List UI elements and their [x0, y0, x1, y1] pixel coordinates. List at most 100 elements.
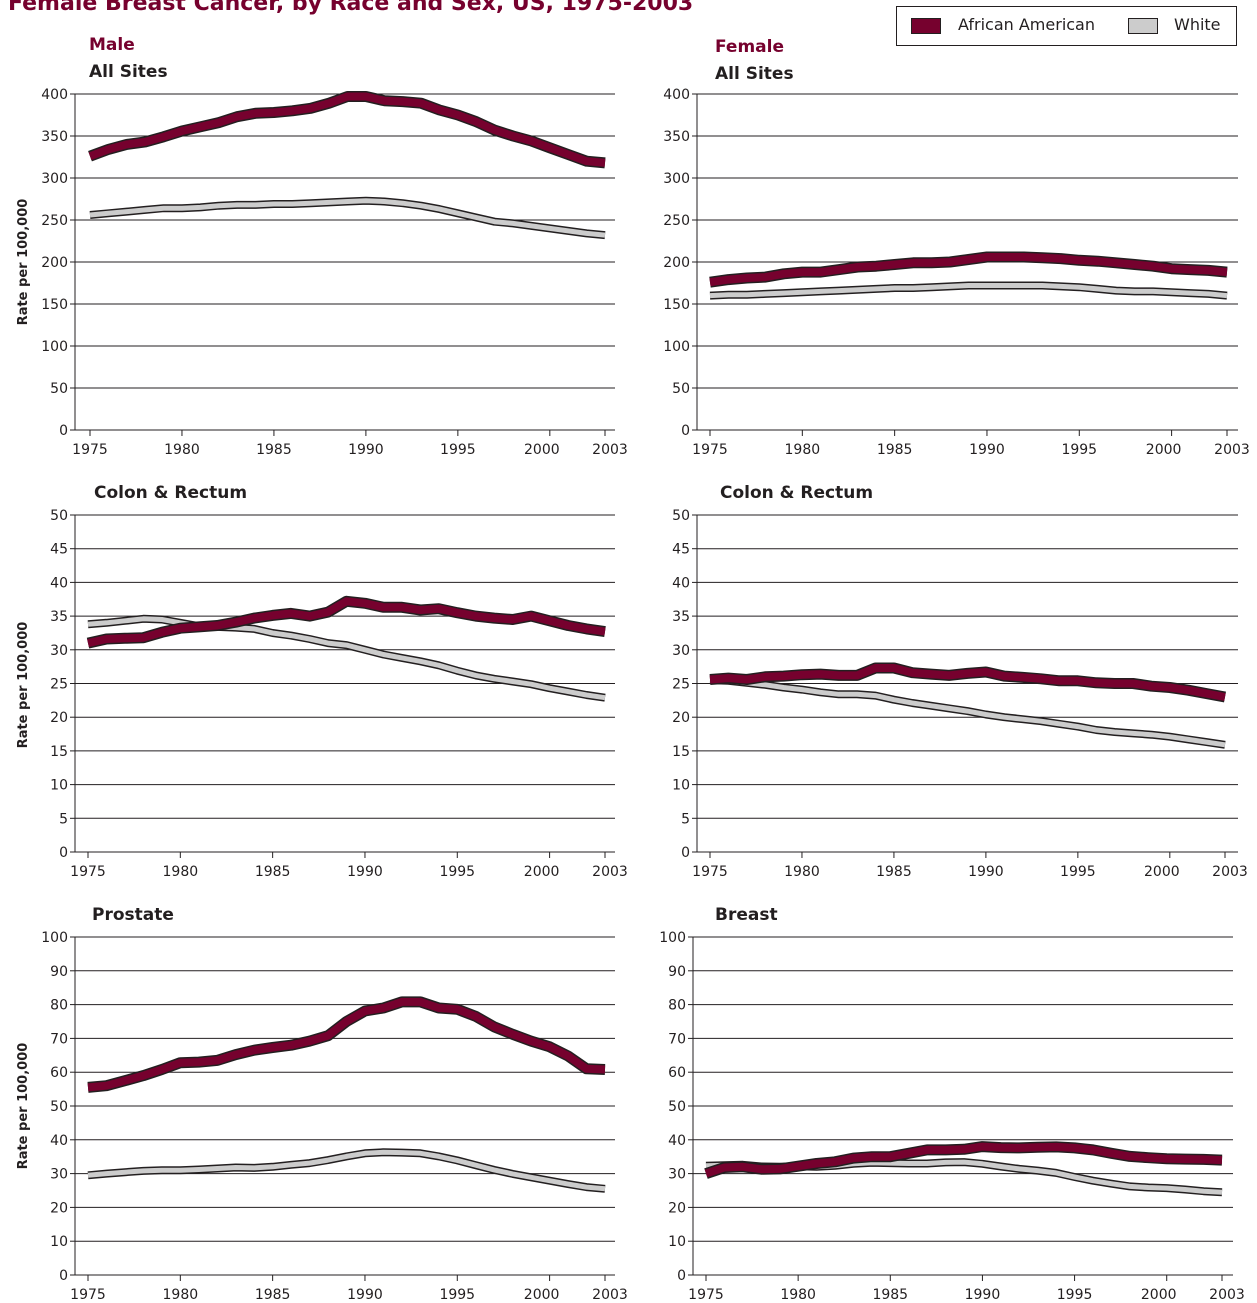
- x-tick-label: 1980: [163, 864, 199, 880]
- x-tick-label: 1985: [256, 442, 292, 458]
- y-tick-label: 100: [663, 339, 690, 355]
- x-tick-label: 1980: [780, 1287, 816, 1303]
- x-tick-label: 2000: [1144, 864, 1180, 880]
- chart-group-title: Male: [89, 35, 135, 55]
- y-tick-label: 60: [668, 1065, 686, 1081]
- y-tick-label: 400: [663, 87, 690, 103]
- x-tick-label: 1990: [969, 442, 1005, 458]
- x-tick-label: 1995: [1057, 1287, 1093, 1303]
- y-tick-label: 40: [668, 1133, 686, 1149]
- y-tick-label: 300: [663, 171, 690, 187]
- chart-title: Breast: [715, 905, 778, 925]
- y-tick-label: 70: [668, 1031, 686, 1047]
- x-tick-label: 1975: [70, 1287, 106, 1303]
- y-tick-label: 0: [59, 1268, 68, 1284]
- x-tick-label: 1975: [70, 864, 106, 880]
- y-tick-label: 0: [681, 423, 690, 439]
- x-tick-label: 2000: [1146, 442, 1182, 458]
- x-tick-label: 1990: [347, 864, 383, 880]
- series-line-white: [87, 1149, 606, 1192]
- series-line-outline-african-american: [87, 996, 606, 1093]
- y-tick-label: 15: [672, 744, 690, 760]
- x-tick-label: 1995: [439, 864, 475, 880]
- x-tick-label: 1975: [688, 1287, 724, 1303]
- y-tick-label: 50: [672, 381, 690, 397]
- x-tick-label: 1975: [692, 864, 728, 880]
- y-tick-label: 0: [681, 845, 690, 861]
- x-tick-label: 1985: [877, 442, 913, 458]
- y-tick-label: 10: [50, 778, 68, 794]
- series-line-african-american: [704, 1142, 1223, 1178]
- chart-title: All Sites: [89, 62, 168, 82]
- y-tick-label: 40: [672, 575, 690, 591]
- chart-group-title: Female: [715, 37, 784, 57]
- legend-label-african-american: African American: [958, 15, 1095, 34]
- series-line-african-american: [87, 597, 606, 648]
- y-axis-label: Rate per 100,000: [16, 1043, 31, 1170]
- y-tick-label: 20: [50, 1200, 68, 1216]
- x-tick-label: 1980: [785, 442, 821, 458]
- legend-label-white: White: [1174, 15, 1221, 34]
- series-line-white: [87, 616, 606, 701]
- y-tick-label: 20: [672, 710, 690, 726]
- legend-swatch-white: [1128, 18, 1158, 34]
- y-tick-label: 5: [59, 811, 68, 827]
- y-tick-label: 45: [672, 542, 690, 558]
- y-tick-label: 20: [668, 1200, 686, 1216]
- x-tick-label: 1980: [163, 1287, 199, 1303]
- series-line-african-american: [709, 664, 1226, 701]
- y-tick-label: 0: [677, 1268, 686, 1284]
- x-tick-label: 1990: [347, 1287, 383, 1303]
- x-tick-label: 1980: [784, 864, 820, 880]
- x-tick-label: 1995: [1060, 864, 1096, 880]
- series-line-african-american: [88, 92, 606, 167]
- y-tick-label: 10: [50, 1234, 68, 1250]
- x-tick-label: 1975: [72, 442, 108, 458]
- y-tick-label: 50: [672, 508, 690, 524]
- y-tick-label: 200: [41, 255, 68, 271]
- y-tick-label: 70: [50, 1031, 68, 1047]
- x-tick-label: 2003: [1209, 1287, 1245, 1303]
- x-tick-label: 1990: [348, 442, 384, 458]
- y-tick-label: 80: [50, 998, 68, 1014]
- y-tick-label: 5: [681, 811, 690, 827]
- y-tick-label: 30: [672, 643, 690, 659]
- series-line-white: [709, 283, 1228, 299]
- y-tick-label: 50: [668, 1099, 686, 1115]
- y-tick-label: 250: [663, 213, 690, 229]
- series-line-african-american: [87, 997, 606, 1092]
- y-tick-label: 45: [50, 542, 68, 558]
- y-tick-label: 0: [59, 423, 68, 439]
- chart-title: Colon & Rectum: [720, 483, 873, 503]
- y-tick-label: 10: [668, 1234, 686, 1250]
- y-tick-label: 60: [50, 1065, 68, 1081]
- page-title: Female Breast Cancer, by Race and Sex, U…: [8, 0, 694, 16]
- y-tick-label: 350: [663, 129, 690, 145]
- y-tick-label: 15: [50, 744, 68, 760]
- legend: African American White: [896, 6, 1237, 46]
- y-axis-label: Rate per 100,000: [16, 199, 31, 326]
- y-tick-label: 150: [41, 297, 68, 313]
- y-tick-label: 20: [50, 710, 68, 726]
- y-tick-label: 25: [50, 677, 68, 693]
- series-line-outline-african-american: [88, 91, 606, 169]
- y-tick-label: 150: [663, 297, 690, 313]
- y-tick-label: 25: [672, 677, 690, 693]
- x-tick-label: 1990: [965, 1287, 1001, 1303]
- chart-title: Colon & Rectum: [94, 483, 247, 503]
- y-tick-label: 30: [50, 1167, 68, 1183]
- y-tick-label: 40: [50, 1133, 68, 1149]
- y-tick-label: 80: [668, 998, 686, 1014]
- x-tick-label: 2003: [1212, 864, 1248, 880]
- x-tick-label: 2000: [524, 864, 560, 880]
- y-tick-label: 300: [41, 171, 68, 187]
- y-tick-label: 35: [672, 609, 690, 625]
- y-tick-label: 30: [668, 1167, 686, 1183]
- x-tick-label: 1980: [164, 442, 200, 458]
- legend-swatch-african-american: [911, 18, 941, 34]
- series-line-white: [89, 198, 606, 238]
- x-tick-label: 1990: [968, 864, 1004, 880]
- series-line-african-american: [709, 253, 1228, 287]
- x-tick-label: 1975: [692, 442, 728, 458]
